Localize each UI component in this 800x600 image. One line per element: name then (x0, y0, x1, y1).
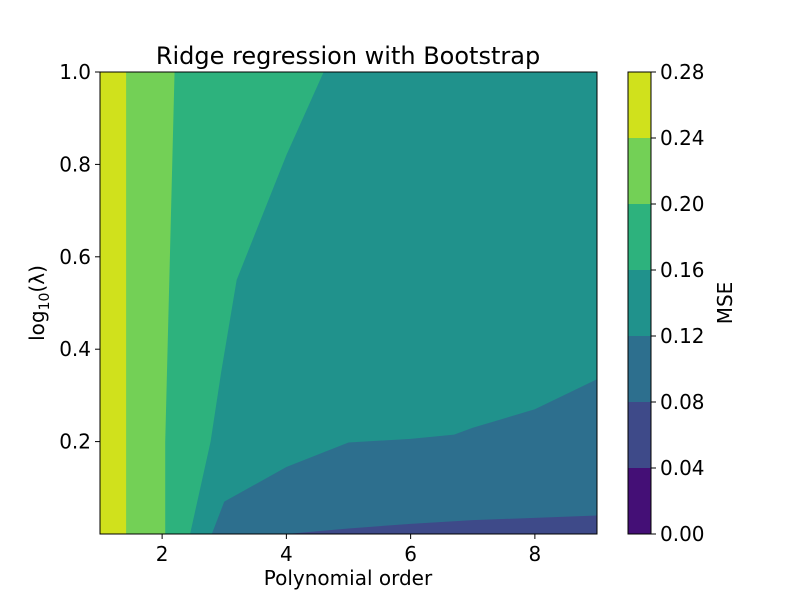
y-tick-label: 0.2 (59, 430, 91, 454)
colorbar-segment-0.08-0.12 (628, 336, 651, 402)
y-axis-label-log: log (25, 310, 49, 341)
colorbar-tick-label: 0.00 (660, 522, 705, 546)
colorbar-segment-0.20-0.24 (628, 138, 651, 204)
colorbar-tick-label: 0.12 (660, 324, 705, 348)
y-axis-label-lambda: (λ) (25, 265, 49, 292)
colorbar-frame (627, 71, 652, 535)
x-tick-label: 6 (404, 542, 417, 566)
y-tick-label: 1.0 (59, 60, 91, 84)
y-axis: 0.2 0.4 0.6 0.8 1.0 (59, 60, 100, 454)
y-axis-label-subscript: 10 (37, 293, 53, 311)
y-tick-label: 0.8 (59, 152, 91, 176)
plot-frame (99, 71, 598, 535)
colorbar-label: MSE (713, 282, 737, 325)
colorbar-segment-0.04-0.08 (628, 402, 651, 468)
colorbar-tick-label: 0.16 (660, 258, 705, 282)
colorbar-segment-0.24-0.28 (628, 72, 651, 138)
colorbar-tick-label: 0.04 (660, 456, 705, 480)
x-tick-label: 4 (280, 542, 293, 566)
colorbar-tick-label: 0.08 (660, 390, 705, 414)
x-axis: 2 4 6 8 (156, 534, 541, 566)
colorbar (628, 72, 651, 534)
x-tick-label: 8 (529, 542, 542, 566)
y-axis-label: log10(λ) (25, 265, 53, 341)
colorbar-tick-label: 0.28 (660, 60, 705, 84)
x-axis-label: Polynomial order (264, 566, 433, 590)
x-tick-label: 2 (156, 542, 169, 566)
plot-area (100, 72, 597, 534)
chart-title: Ridge regression with Bootstrap (156, 42, 540, 70)
colorbar-tick-label: 0.20 (660, 192, 705, 216)
y-tick-label: 0.4 (59, 337, 91, 361)
colorbar-segment-0.12-0.16 (628, 270, 651, 336)
y-tick-label: 0.6 (59, 245, 91, 269)
colorbar-segment-0.00-0.04 (628, 468, 651, 534)
contour-region-0.08-0.12 (211, 379, 597, 534)
colorbar-axis: 0.00 0.04 0.08 0.12 0.16 0.20 0.24 0.28 (651, 60, 705, 546)
colorbar-tick-label: 0.24 (660, 126, 705, 150)
contour-region-0.04-0.08 (286, 515, 597, 534)
contour-region-0.12-0.16 (190, 72, 597, 534)
colorbar-segment-0.16-0.20 (628, 204, 651, 270)
